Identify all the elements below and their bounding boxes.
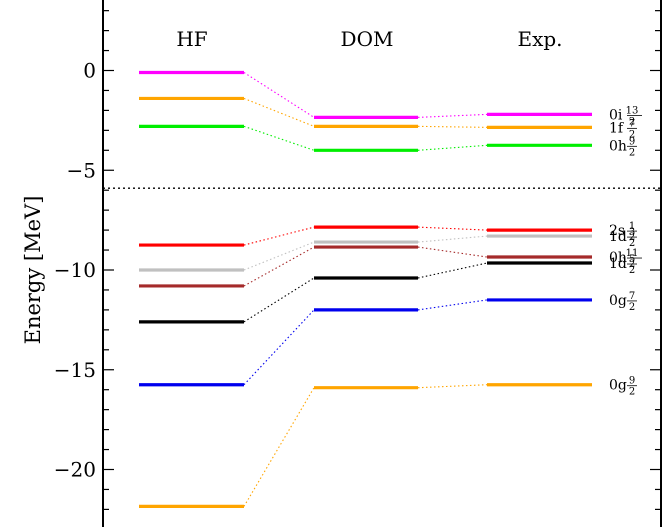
orbital-label-0g-7-2: 0g 72 xyxy=(609,291,637,313)
orbital-label-0i-13-2: 0i 132 xyxy=(609,105,642,127)
j-numerator: 1 xyxy=(629,221,635,232)
j-denominator: 2 xyxy=(629,259,635,270)
y-tick-label: −20 xyxy=(54,458,96,482)
orbital-name: 1d xyxy=(609,229,627,245)
plot-frame xyxy=(102,0,662,527)
orbital-name: 0g xyxy=(609,293,627,309)
orbital-name: 1d xyxy=(609,256,627,272)
j-numerator: 13 xyxy=(626,105,639,116)
orbital-name: 0i xyxy=(609,107,623,123)
j-denominator: 2 xyxy=(629,302,635,313)
orbital-label-1f-7-2: 1f 72 xyxy=(609,118,637,140)
j-numerator: 9 xyxy=(629,136,635,147)
connector-0h-9-2-dom xyxy=(417,144,488,151)
orbital-name: 0g xyxy=(609,378,627,394)
y-axis-label: Energy [MeV] xyxy=(21,196,45,345)
j-denominator: 2 xyxy=(629,265,635,276)
j-numerator: 5 xyxy=(629,254,635,265)
column-label-hf: HF xyxy=(176,27,207,51)
orbital-name: 2s xyxy=(609,223,625,239)
connector-0i-13-2-dom xyxy=(417,113,488,118)
j-numerator: 7 xyxy=(629,118,635,129)
orbital-label-0g-9-2: 0g 92 xyxy=(609,376,637,398)
orbital-label-0h-9-2: 0h 92 xyxy=(609,136,637,158)
orbital-label-1d-5-2: 1d 52 xyxy=(609,254,637,276)
j-numerator: 3 xyxy=(629,227,635,238)
connector-0g-9-2-dom xyxy=(417,384,488,389)
orbital-name: 0h xyxy=(609,250,627,266)
connector-0g-9-2-hf xyxy=(243,387,315,507)
connector-0h-11-2-dom xyxy=(417,246,488,258)
column-label-dom: DOM xyxy=(341,27,394,51)
connector-1d-3-2-hf xyxy=(243,241,315,271)
connector-1d-5-2-dom xyxy=(417,262,488,279)
y-tick-label: −15 xyxy=(54,358,96,382)
j-denominator: 2 xyxy=(629,129,635,140)
j-numerator: 9 xyxy=(629,376,635,387)
j-numerator: 7 xyxy=(629,291,635,302)
connector-1d-5-2-hf xyxy=(243,277,315,323)
orbital-name: 1f xyxy=(609,120,625,136)
orbital-name: 0h xyxy=(609,138,627,154)
j-denominator: 2 xyxy=(629,116,635,127)
orbital-label-2s-1-2: 2s 12 xyxy=(609,221,637,243)
connector-2s-1-2-dom xyxy=(417,226,488,231)
y-tick-label: −5 xyxy=(67,158,96,182)
connector-2s-1-2-hf xyxy=(243,226,315,246)
connector-1f-7-2-dom xyxy=(417,125,488,128)
j-denominator: 2 xyxy=(629,147,635,158)
j-denominator: 2 xyxy=(629,238,635,249)
j-numerator: 11 xyxy=(626,248,639,259)
connector-1d-3-2-dom xyxy=(417,235,488,243)
j-denominator: 2 xyxy=(629,232,635,243)
connector-0i-13-2-hf xyxy=(243,72,315,118)
connector-0g-7-2-dom xyxy=(417,299,488,311)
connector-0h-11-2-hf xyxy=(243,246,315,287)
connector-1f-7-2-hf xyxy=(243,97,315,127)
orbital-label-1d-3-2: 1d 32 xyxy=(609,227,637,249)
connector-0h-9-2-hf xyxy=(243,125,315,151)
j-denominator: 2 xyxy=(629,387,635,398)
y-tick-label: 0 xyxy=(83,59,96,83)
connector-0g-7-2-hf xyxy=(243,309,315,386)
y-tick-label: −10 xyxy=(54,258,96,282)
column-label-exp: Exp. xyxy=(517,27,562,51)
